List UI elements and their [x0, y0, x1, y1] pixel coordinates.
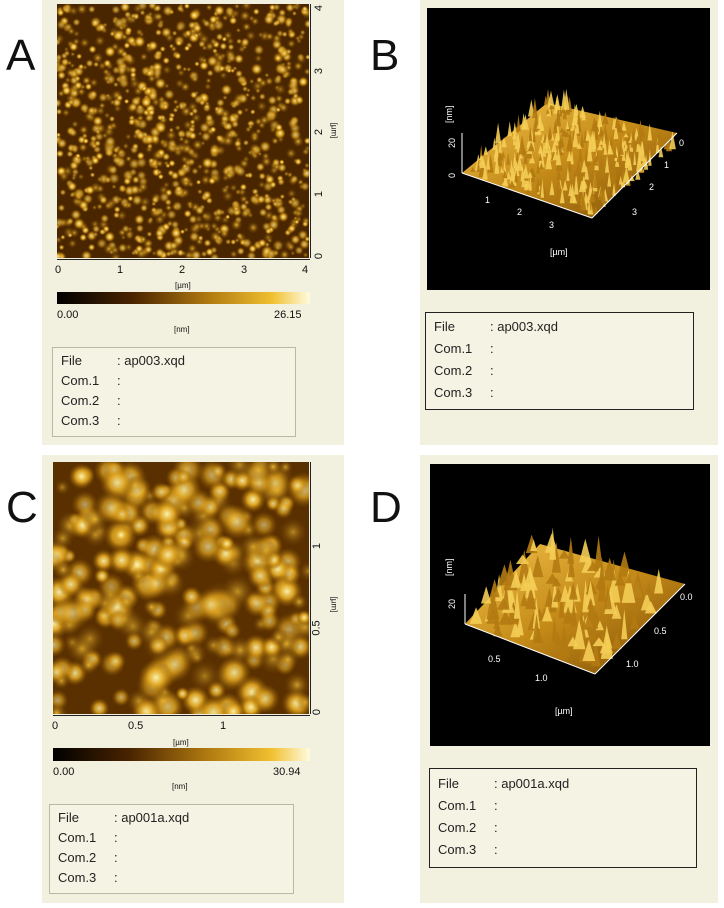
- y-axis-unit-c: [µm]: [329, 596, 339, 613]
- x-tick-a: 2: [179, 264, 186, 276]
- z-tick: 20: [447, 138, 457, 148]
- axis-line-c-bottom: [53, 715, 310, 716]
- z-axis-unit: [nm]: [444, 558, 454, 576]
- com1-label: Com.1: [434, 341, 473, 356]
- com2-sep: :: [114, 850, 118, 865]
- front-axis-tick: 2: [517, 207, 522, 217]
- colorbar-c: [53, 748, 310, 761]
- z-tick: 0: [447, 173, 457, 178]
- com3-label: Com.3: [61, 413, 100, 428]
- side-axis-tick: 2: [649, 182, 654, 192]
- front-axis-tick: 1.0: [535, 673, 548, 683]
- com2-sep: :: [490, 363, 494, 378]
- com2-label: Com.2: [438, 820, 477, 835]
- com3-label: Com.3: [434, 385, 473, 400]
- side-axis-tick: 3: [632, 207, 637, 217]
- afm-height-map-c: [53, 462, 309, 714]
- axis-line-c-right: [310, 462, 311, 714]
- colorbar-unit-c: [nm]: [172, 782, 188, 791]
- y-tick-c: 1: [311, 542, 324, 550]
- afm-3d-view-b: [nm] 20 0 1 2 3 0 1 2 3 [µm]: [427, 8, 710, 290]
- file-label: File: [434, 319, 455, 334]
- com2-sep: :: [494, 820, 498, 835]
- x-tick-c: 0: [52, 720, 59, 732]
- file-label: File: [58, 810, 79, 825]
- x-tick-c: 1: [220, 720, 227, 732]
- colorbar-max-a: 26.15: [274, 309, 302, 321]
- file-info-box-b: File : ap003.xqd Com.1: Com.2: Com.3:: [425, 312, 694, 410]
- com3-label: Com.3: [58, 870, 97, 885]
- com3-label: Com.3: [438, 842, 477, 857]
- x-tick-a: 3: [241, 264, 248, 276]
- file-label: File: [438, 776, 459, 791]
- z-axis-unit: [nm]: [444, 105, 454, 123]
- z-tick: 20: [447, 599, 457, 609]
- panel-label-a: A: [6, 31, 36, 80]
- com1-sep: :: [494, 798, 498, 813]
- file-name: : ap001a.xqd: [114, 810, 190, 825]
- colorbar-min-c: 0.00: [53, 766, 75, 778]
- y-tick-c: 0.5: [310, 620, 323, 636]
- com1-label: Com.1: [61, 373, 100, 388]
- colorbar-a: [57, 292, 310, 304]
- y-tick-a: 0: [313, 252, 326, 260]
- com3-sep: :: [117, 413, 121, 428]
- file-info-box-c: File : ap001a.xqd Com.1: Com.2: Com.3:: [49, 804, 294, 894]
- xy-axis-unit: [µm]: [555, 706, 573, 716]
- side-axis-tick: 1.0: [626, 659, 639, 669]
- x-tick-a: 0: [55, 264, 62, 276]
- com1-label: Com.1: [438, 798, 477, 813]
- file-info-box-a: File : ap003.xqd Com.1: Com.2: Com.3:: [52, 347, 296, 437]
- x-tick-a: 4: [302, 264, 309, 276]
- file-name: : ap001a.xqd: [494, 776, 570, 791]
- x-axis-unit-c: [µm]: [173, 738, 189, 747]
- axis-line-a-right: [310, 4, 311, 258]
- y-tick-c: 0: [311, 708, 324, 716]
- file-info-box-d: File : ap001a.xqd Com.1: Com.2: Com.3:: [429, 768, 697, 868]
- com1-sep: :: [114, 830, 118, 845]
- side-axis-tick: 0: [679, 138, 684, 148]
- axis-line-a-bottom: [57, 259, 310, 260]
- x-tick-a: 1: [117, 264, 124, 276]
- colorbar-max-c: 30.94: [273, 766, 301, 778]
- panel-label-b: B: [370, 31, 400, 80]
- y-tick-a: 4: [313, 4, 326, 12]
- com3-sep: :: [494, 842, 498, 857]
- xy-axis-unit: [µm]: [550, 247, 568, 257]
- com1-sep: :: [490, 341, 494, 356]
- panel-label-c: C: [6, 483, 38, 532]
- colorbar-unit-a: [nm]: [174, 325, 190, 334]
- side-axis-tick: 0.5: [654, 626, 667, 636]
- panel-label-d: D: [370, 483, 402, 532]
- com2-label: Com.2: [61, 393, 100, 408]
- com1-sep: :: [117, 373, 121, 388]
- file-label: File: [61, 353, 82, 368]
- y-axis-unit-a: [µm]: [329, 122, 339, 139]
- side-axis-tick: 0.0: [680, 592, 693, 602]
- y-tick-a: 2: [313, 128, 326, 136]
- afm-height-map-a: [57, 4, 309, 258]
- com2-label: Com.2: [58, 850, 97, 865]
- colorbar-min-a: 0.00: [57, 309, 79, 321]
- file-name: : ap003.xqd: [490, 319, 558, 334]
- y-tick-a: 1: [313, 190, 326, 198]
- x-tick-c: 0.5: [128, 720, 144, 732]
- com3-sep: :: [490, 385, 494, 400]
- y-tick-a: 3: [313, 67, 326, 75]
- x-axis-unit-a: [µm]: [175, 281, 191, 290]
- front-axis-tick: 3: [549, 220, 554, 230]
- com2-sep: :: [117, 393, 121, 408]
- front-axis-tick: 1: [485, 195, 490, 205]
- com2-label: Com.2: [434, 363, 473, 378]
- com3-sep: :: [114, 870, 118, 885]
- front-axis-tick: 0.5: [488, 654, 501, 664]
- file-name: : ap003.xqd: [117, 353, 185, 368]
- afm-3d-view-d: [nm] 20 0.5 1.0 0.0 0.5 1.0 [µm]: [430, 464, 710, 746]
- com1-label: Com.1: [58, 830, 97, 845]
- side-axis-tick: 1: [664, 160, 669, 170]
